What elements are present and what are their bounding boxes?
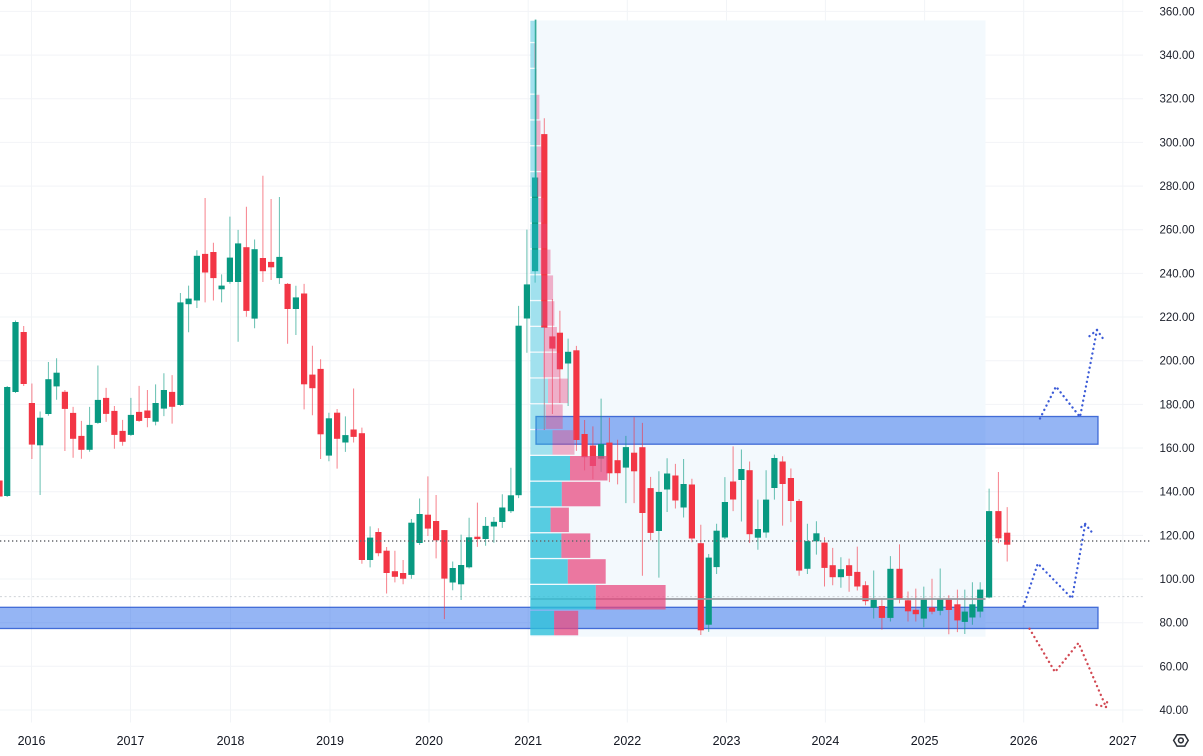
svg-text:180.00: 180.00 [1160,399,1195,411]
svg-text:60.00: 60.00 [1160,661,1189,673]
svg-text:2025: 2025 [911,734,939,748]
svg-text:240.00: 240.00 [1160,268,1195,280]
svg-text:2023: 2023 [713,734,741,748]
svg-text:120.00: 120.00 [1160,530,1195,542]
svg-text:100.00: 100.00 [1160,574,1195,586]
svg-text:280.00: 280.00 [1160,181,1195,193]
svg-text:300.00: 300.00 [1160,137,1195,149]
svg-text:2018: 2018 [217,734,245,748]
svg-text:320.00: 320.00 [1160,94,1195,106]
svg-text:2022: 2022 [613,734,641,748]
svg-text:2017: 2017 [117,734,145,748]
svg-text:360.00: 360.00 [1160,6,1195,18]
svg-text:140.00: 140.00 [1160,487,1195,499]
svg-text:340.00: 340.00 [1160,50,1195,62]
svg-text:2016: 2016 [18,734,46,748]
svg-text:40.00: 40.00 [1160,705,1189,717]
svg-text:2021: 2021 [514,734,542,748]
svg-text:2026: 2026 [1010,734,1038,748]
svg-text:2024: 2024 [811,734,839,748]
svg-text:2027: 2027 [1109,734,1137,748]
svg-text:220.00: 220.00 [1160,312,1195,324]
svg-text:2020: 2020 [415,734,443,748]
svg-text:260.00: 260.00 [1160,225,1195,237]
svg-text:80.00: 80.00 [1160,618,1189,630]
svg-text:2019: 2019 [316,734,344,748]
svg-text:200.00: 200.00 [1160,356,1195,368]
svg-text:160.00: 160.00 [1160,443,1195,455]
